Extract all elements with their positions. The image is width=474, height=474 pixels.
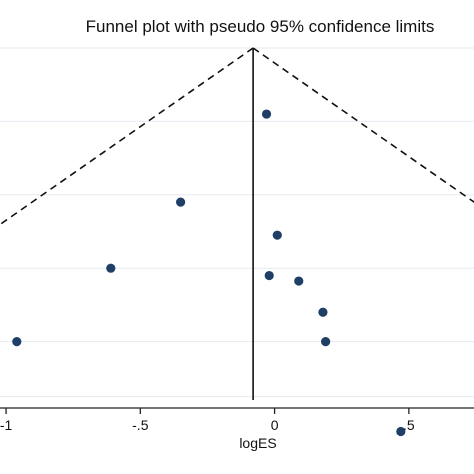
data-point-8 (321, 337, 331, 347)
data-point-3 (106, 263, 116, 273)
gridlines (0, 47, 474, 398)
data-point-7 (12, 337, 22, 347)
data-point-5 (294, 276, 304, 286)
data-points (12, 109, 406, 437)
data-point-4 (264, 270, 274, 281)
x-axis-label: logES (239, 435, 276, 451)
confidence-funnel (0, 47, 474, 400)
x-axis: -1 -.5 0 .5 (0, 407, 474, 433)
x-tick-label-0: -1 (0, 417, 12, 433)
data-point-6 (318, 307, 328, 317)
data-point-2 (272, 230, 282, 240)
x-tick-label-2: 0 (271, 417, 279, 433)
data-point-1 (176, 197, 186, 207)
data-point-9 (396, 426, 406, 437)
data-point-0 (261, 109, 272, 119)
chart-title: Funnel plot with pseudo 95% confidence l… (86, 17, 435, 36)
x-tick-label-3: .5 (403, 417, 415, 433)
x-tick-label-1: -.5 (132, 417, 149, 433)
